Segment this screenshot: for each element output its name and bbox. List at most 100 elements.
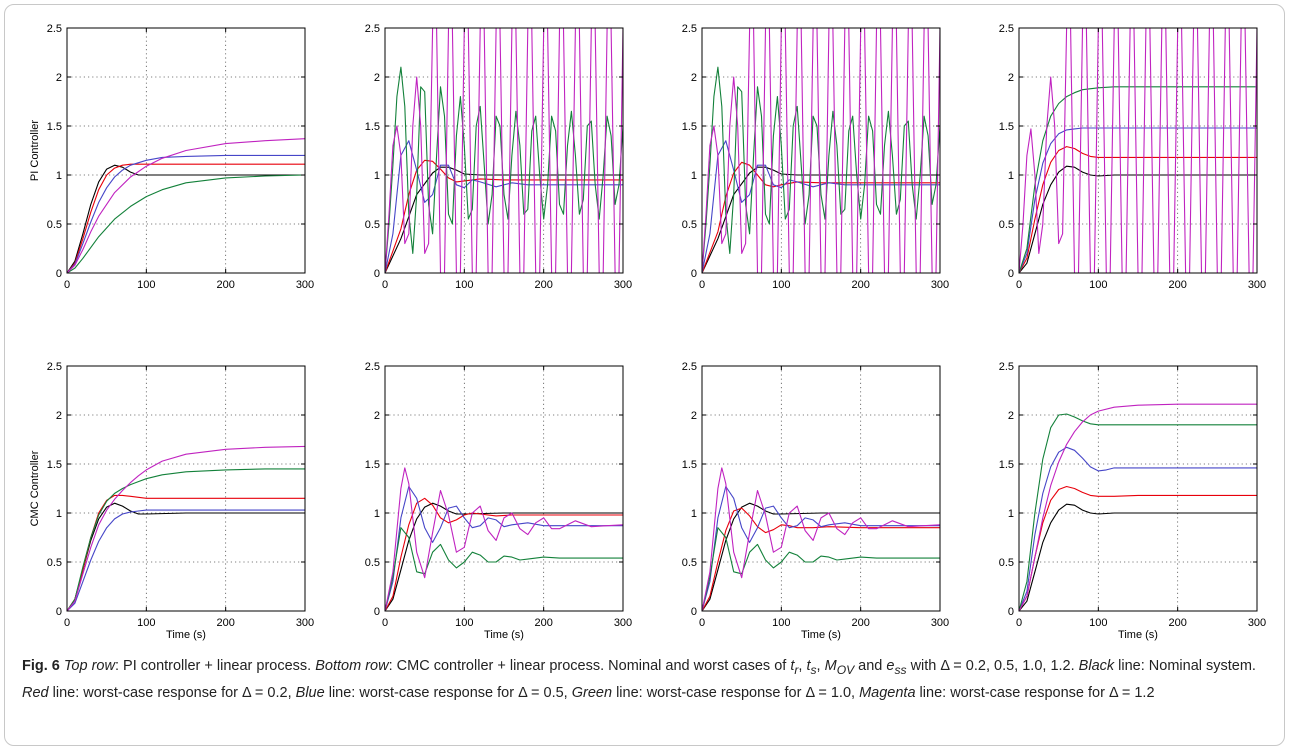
series-line-red	[1019, 485, 1257, 611]
y-tick-label: 2.5	[365, 23, 380, 35]
x-tick-label: 200	[1168, 617, 1186, 629]
series-line-blue	[385, 485, 623, 611]
caption-segment: line: worst-case response for Δ = 1.0,	[612, 684, 860, 701]
y-tick-label: 2.5	[682, 361, 697, 373]
x-tick-label: 300	[1248, 279, 1266, 291]
caption-segment: Blue	[295, 684, 325, 701]
caption-segment: line: worst-case response for Δ = 1.2	[915, 684, 1155, 701]
axes-box	[66, 27, 306, 274]
axes-box	[384, 365, 624, 612]
series-line-green	[385, 527, 623, 611]
caption-segment: : CMC controller + linear process. Nomin…	[388, 658, 791, 674]
x-tick-label: 100	[137, 279, 155, 291]
axes-box	[701, 365, 941, 612]
series-line-green	[385, 66, 623, 273]
caption-segment: and	[854, 658, 887, 674]
x-tick-label: 200	[1168, 279, 1186, 291]
x-tick-label: 300	[931, 279, 949, 291]
y-tick-label: 1.5	[999, 459, 1014, 471]
y-tick-label: 0.5	[47, 219, 62, 231]
x-tick-label: 200	[216, 279, 234, 291]
x-tick-label: 200	[534, 617, 552, 629]
x-tick-label: 100	[772, 617, 790, 629]
y-tick-label: 0	[56, 606, 62, 618]
y-tick-label: 1.5	[999, 121, 1014, 133]
series-line-red	[385, 497, 623, 611]
figure-caption: Fig. 6 Top row: PI controller + linear p…	[22, 655, 1272, 705]
y-tick-label: 2.5	[999, 361, 1014, 373]
caption-segment: t	[790, 658, 795, 674]
series-line-blue	[702, 140, 940, 273]
caption-segment: t	[806, 658, 811, 674]
y-tick-label: 0.5	[365, 219, 380, 231]
subplot-r1-c4: 0 100 200 300 0 0.5 1 1.5 2 2.5	[999, 23, 1266, 291]
caption-segment: s	[810, 662, 817, 677]
axes-box	[1018, 27, 1258, 274]
row-label: PI Controller	[29, 120, 41, 181]
y-tick-label: 1	[691, 170, 697, 182]
x-tick-label: 300	[1248, 617, 1266, 629]
series-line-red	[1019, 146, 1257, 273]
y-tick-label: 2	[374, 410, 380, 422]
x-tick-label: 200	[851, 617, 869, 629]
subplot-r1-c1: 0 100 200 300 0 0.5 1 1.5 2 2.5 PI Controller	[29, 23, 314, 291]
series-line-green	[702, 527, 940, 611]
x-tick-label: 200	[534, 279, 552, 291]
series-line-magenta	[67, 445, 305, 611]
y-tick-label: 1.5	[365, 121, 380, 133]
series-line-blue	[67, 154, 305, 273]
caption-segment: Top row	[63, 658, 115, 674]
subplot-r1-c3: 0 100 200 300 0 0.5 1 1.5 2 2.5	[682, 23, 949, 291]
subplot-r1-c2: 0 100 200 300 0 0.5 1 1.5 2 2.5	[365, 23, 632, 291]
series-line-red	[702, 507, 940, 611]
x-tick-label: 0	[382, 617, 388, 629]
axes-box	[701, 27, 941, 274]
caption-segment: OV	[836, 662, 855, 677]
caption-segment: M	[824, 658, 837, 674]
y-tick-label: 2.5	[999, 23, 1014, 35]
x-tick-label: 0	[382, 279, 388, 291]
y-tick-label: 0.5	[999, 557, 1014, 569]
caption-segment: line: Nominal system.	[1114, 658, 1256, 674]
caption-segment: e	[886, 658, 895, 674]
series-line-green	[702, 66, 940, 273]
y-tick-label: 1	[1008, 508, 1014, 520]
caption-segment: ,	[816, 658, 825, 674]
figure-frame	[4, 4, 1285, 746]
series-line-blue	[67, 509, 305, 611]
series-line-black	[67, 502, 305, 611]
axes-box	[384, 27, 624, 274]
series-line-magenta	[702, 467, 940, 611]
x-tick-label: 100	[455, 279, 473, 291]
y-tick-label: 1.5	[47, 121, 62, 133]
y-tick-label: 0.5	[47, 557, 62, 569]
x-tick-label: 300	[296, 279, 314, 291]
caption-segment: line: worst-case response for Δ = 0.5,	[324, 684, 572, 701]
series-line-green	[67, 468, 305, 611]
series-line-black	[1019, 503, 1257, 611]
y-tick-label: 0	[56, 268, 62, 280]
x-axis-label: Time (s)	[1118, 629, 1158, 641]
series-line-green	[1019, 413, 1257, 611]
x-tick-label: 0	[1016, 617, 1022, 629]
y-tick-label: 2.5	[365, 361, 380, 373]
x-tick-label: 100	[137, 617, 155, 629]
y-tick-label: 2	[56, 72, 62, 84]
x-tick-label: 0	[1016, 279, 1022, 291]
caption-segment: ,	[798, 658, 807, 674]
y-tick-label: 1	[56, 508, 62, 520]
axes-box	[1018, 365, 1258, 612]
series-line-magenta	[385, 467, 623, 611]
y-tick-label: 1	[1008, 170, 1014, 182]
x-tick-label: 200	[851, 279, 869, 291]
y-tick-label: 1.5	[365, 459, 380, 471]
series-line-blue	[702, 485, 940, 611]
series-line-red	[67, 163, 305, 273]
y-tick-label: 0.5	[365, 557, 380, 569]
x-tick-label: 300	[614, 279, 632, 291]
x-tick-label: 300	[296, 617, 314, 629]
caption-segment: Green	[571, 684, 613, 701]
caption-segment: Red	[22, 684, 49, 701]
x-tick-label: 100	[1089, 617, 1107, 629]
